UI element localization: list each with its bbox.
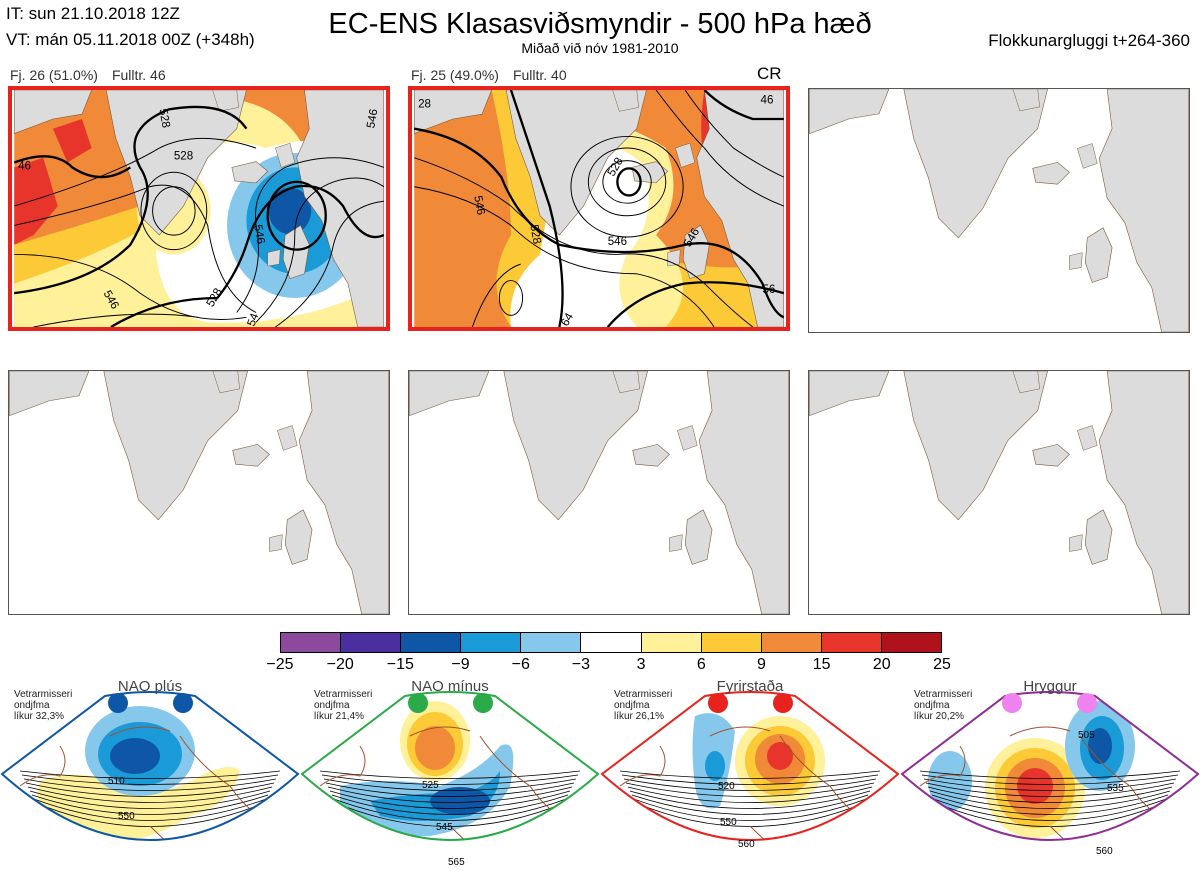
colorbar-tick-label: 15	[812, 656, 831, 673]
regime-ridge: Hryggur Vetrarmisseri ondjfma líkur 20,2% 5…	[900, 676, 1200, 871]
panel-1-members: Fulltr. 46	[111, 67, 166, 83]
regime-note-line: ondjfma	[914, 700, 950, 711]
cluster-map-1[interactable]: 528 528 546 546 528 546 46 54	[8, 86, 390, 331]
colorbar-swatch	[881, 633, 942, 652]
panel-1-contour-label: 528	[174, 150, 193, 163]
colorbar-tick-label: −20	[326, 656, 354, 673]
panel-1-contour-label: 46	[18, 159, 31, 172]
panel-1-contour-label: 54	[245, 311, 262, 327]
colorbar-tick-label: −15	[386, 656, 414, 673]
panel-1-label: Fj. 26 (51.0%) Fulltr. 46	[10, 67, 166, 83]
colorbar-swatch	[521, 633, 582, 652]
colorbar-swatch	[461, 633, 522, 652]
colorbar-tick-label: −6	[511, 656, 530, 673]
regime-note-line: Vetrarmisseri	[614, 689, 673, 700]
colorbar-swatch	[401, 633, 462, 652]
regime-note-line: líkur 20,2%	[914, 711, 965, 722]
colorbar-tick-label: −3	[571, 656, 591, 673]
regime-note: Vetrarmisseri ondjfma líkur 32,3%	[14, 689, 72, 722]
regime-note-line: líkur 32,3%	[14, 711, 65, 722]
regime-title: Fyrirstaða	[716, 678, 784, 695]
page-title: EC-ENS Klasasviðsmyndir - 500 hPa hæð	[328, 8, 872, 40]
regime-note-line: Vetrarmisseri	[14, 689, 73, 700]
regime-nao-plus: NAO plús Vetrarmisseri ondjfma líkur 32,3%…	[0, 676, 300, 871]
regime-contour-label: 560	[738, 839, 755, 850]
panel-2-contour-label: 28	[418, 97, 431, 110]
panel-2-contour-label: 56	[762, 283, 775, 296]
colorbar-swatch	[761, 633, 822, 652]
colorbar-swatch	[281, 633, 342, 652]
regime-contour-label: 520	[718, 781, 735, 792]
colorbar-swatch	[701, 633, 762, 652]
panel-2-label: Fj. 25 (49.0%) Fulltr. 40	[411, 67, 567, 83]
panel-2-contour-label: 546	[471, 195, 487, 216]
regime-note-line: líkur 26,1%	[614, 711, 665, 722]
regime-note-line: Vetrarmisseri	[914, 689, 973, 700]
regime-title: NAO mínus	[411, 678, 489, 695]
colorbar-tick-label: 6	[696, 656, 706, 673]
colorbar-swatch	[641, 633, 702, 652]
regime-nao-minus: NAO mínus Vetrarmisseri ondjfma líkur 21,4…	[300, 676, 600, 871]
cluster-map-3	[808, 88, 1190, 333]
regime-note: Vetrarmisseri ondjfma líkur 26,1%	[614, 689, 672, 722]
colorbar-tick-label: 9	[757, 656, 766, 673]
regime-blocking: Fyrirstaða Vetrarmisseri ondjfma líkur 26,…	[600, 676, 900, 871]
colorbar-swatch	[581, 633, 642, 652]
regime-contour-label: 550	[118, 811, 135, 822]
panel-2-contour-label: 528	[527, 224, 543, 245]
regime-note-line: ondjfma	[614, 700, 650, 711]
cluster-map-5	[408, 370, 790, 615]
colorbar-swatch	[821, 633, 882, 652]
regime-note-line: ondjfma	[314, 700, 350, 711]
panel-1-contour-label: 546	[251, 224, 267, 245]
panel-2-tag: CR	[757, 64, 782, 83]
regime-note-line: Vetrarmisseri	[314, 689, 373, 700]
panel-2-members: Fulltr. 40	[512, 67, 567, 83]
regime-note: Vetrarmisseri ondjfma líkur 20,2%	[914, 689, 972, 722]
colorbar-swatch	[341, 633, 402, 652]
panel-2-contour-label: 546	[608, 235, 627, 248]
regime-contour-label: 510	[108, 776, 125, 787]
cluster-map-4	[8, 370, 390, 615]
panel-1-contour-label: 546	[364, 108, 380, 129]
panel-1-contour-label: 528	[156, 108, 172, 129]
regime-contour-label: 560	[1096, 846, 1113, 857]
regime-contour-label: 535	[1107, 783, 1124, 794]
cluster-map-6	[808, 370, 1190, 615]
regime-contour-label: 505	[1078, 730, 1095, 741]
page-subtitle: Miðað við nóv 1981-2010	[521, 40, 679, 56]
panel-1-cluster: Fj. 26 (51.0%)	[10, 67, 98, 83]
panel-2-cluster: Fj. 25 (49.0%)	[411, 67, 499, 83]
regime-note-line: líkur 21,4%	[314, 711, 365, 722]
regime-title: NAO plús	[117, 678, 183, 695]
colorbar-tick-label: −25	[266, 656, 294, 673]
panel-2-contour-label: 46	[761, 94, 774, 107]
regime-contour-label: 565	[448, 857, 465, 868]
regime-contour-label: 525	[422, 780, 439, 791]
classification-window: Flokkunargluggi t+264-360	[988, 31, 1190, 50]
cluster-map-2[interactable]: 28 546 528 528 546 546 64 56 46	[408, 86, 790, 331]
colorbar-tick-label: 20	[872, 656, 891, 673]
colorbar-tick-label: 3	[636, 656, 646, 673]
regime-contour-label: 550	[720, 817, 737, 828]
regime-note-line: ondjfma	[14, 700, 50, 711]
regime-note: Vetrarmisseri ondjfma líkur 21,4%	[314, 689, 372, 722]
colorbar-tick-label: −9	[451, 656, 470, 673]
initial-time: IT: sun 21.10.2018 12Z	[6, 4, 180, 23]
regime-title: Hryggur	[1023, 678, 1077, 695]
colorbar-tick-label: 25	[933, 656, 951, 673]
regime-contour-label: 545	[436, 822, 453, 833]
anomaly-colorbar	[280, 632, 942, 653]
valid-time: VT: mán 05.11.2018 00Z (+348h)	[6, 30, 255, 49]
